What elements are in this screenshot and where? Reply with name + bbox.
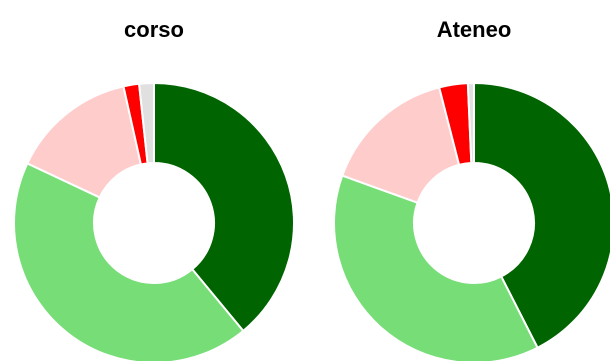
donut-slice-1-1 (333, 174, 539, 361)
donut-chart-ateneo: Ateneo (333, 17, 610, 361)
slices-ateneo (333, 81, 610, 361)
slices-corso (13, 81, 295, 361)
chart-title-corso: corso (124, 17, 184, 42)
donut-chart-corso: corso (13, 17, 295, 361)
donut-slice-0-1 (13, 162, 245, 361)
donut-slice-1-0 (473, 81, 610, 350)
chart-title-ateneo: Ateneo (437, 17, 512, 42)
donut-slice-1-4 (466, 81, 475, 165)
donut-slice-0-0 (153, 81, 295, 333)
donut-slice-0-4 (137, 81, 155, 165)
